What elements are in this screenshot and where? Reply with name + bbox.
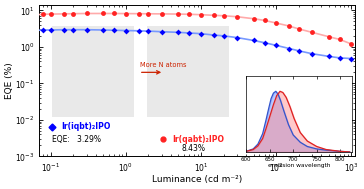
Text: More N atoms: More N atoms [140, 62, 186, 68]
Text: 8.43%: 8.43% [182, 144, 205, 153]
Text: EQE:   3.29%: EQE: 3.29% [52, 135, 101, 144]
Y-axis label: EQE (%): EQE (%) [5, 62, 14, 99]
FancyBboxPatch shape [147, 26, 229, 117]
Text: Ir(iqbt)₂IPO: Ir(iqbt)₂IPO [62, 122, 111, 131]
FancyBboxPatch shape [52, 26, 134, 117]
X-axis label: Luminance (cd m⁻²): Luminance (cd m⁻²) [152, 175, 242, 184]
Text: Ir(qabt)₂IPO: Ir(qabt)₂IPO [172, 135, 224, 144]
